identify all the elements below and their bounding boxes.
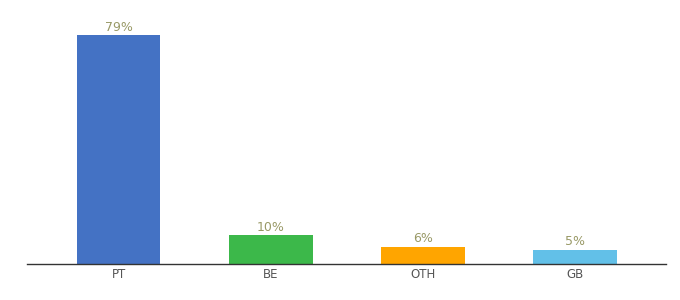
Text: 6%: 6%: [413, 232, 433, 245]
Bar: [229, 235, 313, 264]
Bar: [77, 35, 160, 264]
Bar: [381, 247, 464, 264]
Text: 10%: 10%: [257, 220, 285, 234]
Text: 5%: 5%: [565, 235, 585, 248]
Bar: [533, 250, 617, 264]
Text: 79%: 79%: [105, 21, 133, 34]
